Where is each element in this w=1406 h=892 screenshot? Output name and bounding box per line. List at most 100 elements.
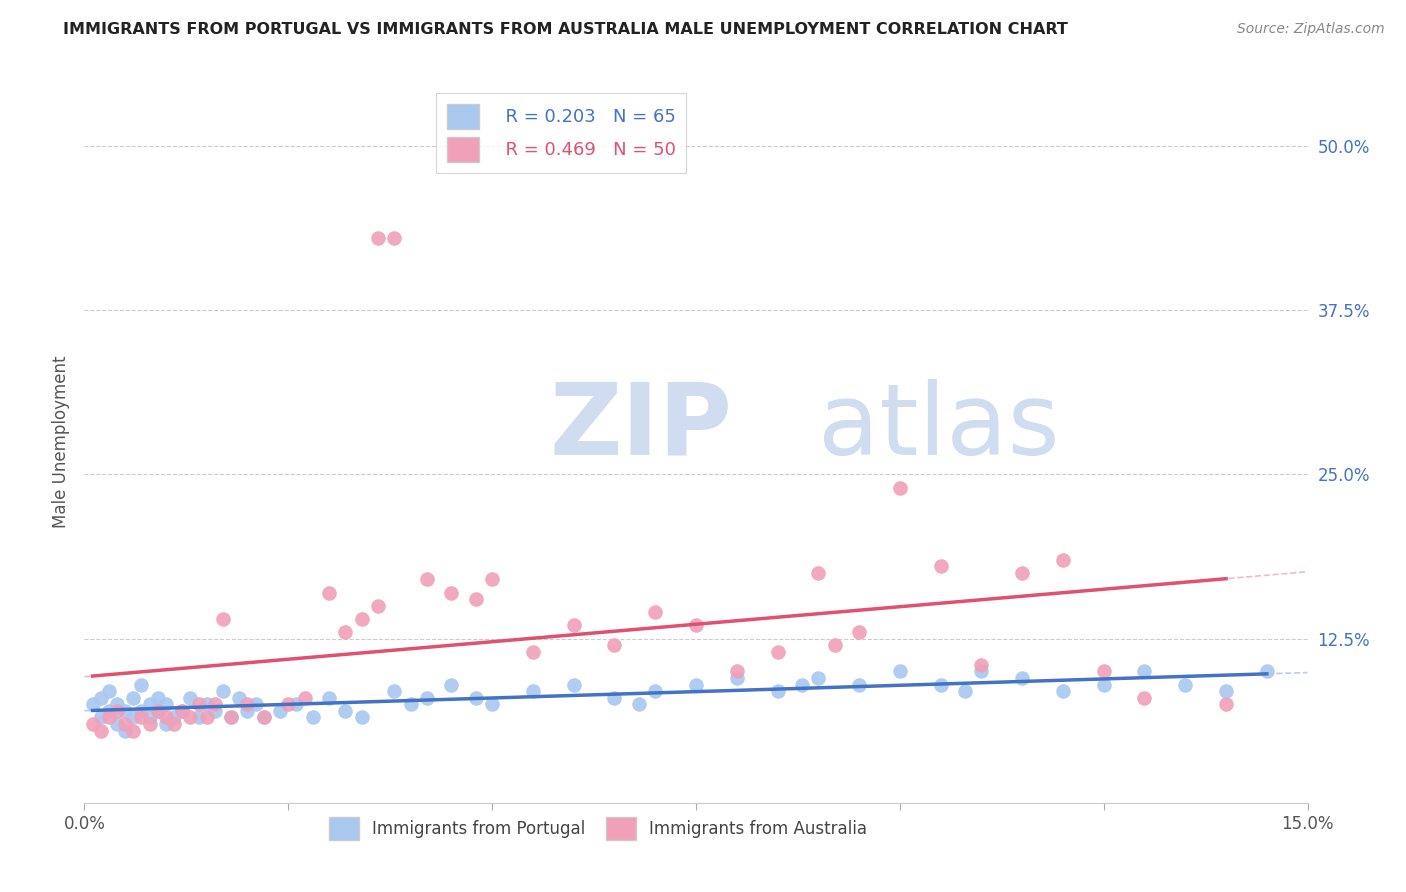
Point: [481, 698, 503, 712]
Point: [236, 698, 259, 712]
Point: [1256, 665, 1278, 679]
Point: [97, 684, 120, 698]
Point: [1011, 671, 1033, 685]
Point: [172, 704, 194, 718]
Point: [1092, 677, 1115, 691]
Text: atlas: atlas: [818, 378, 1060, 475]
Point: [335, 625, 357, 640]
Point: [90, 690, 112, 705]
Point: [301, 710, 323, 724]
Point: [90, 710, 112, 724]
Point: [105, 698, 128, 712]
Point: [219, 710, 242, 724]
Point: [228, 690, 250, 705]
Point: [970, 657, 993, 672]
Point: [236, 704, 259, 718]
Point: [122, 710, 145, 724]
Point: [138, 710, 160, 724]
Point: [114, 723, 136, 738]
Point: [889, 481, 911, 495]
Point: [766, 684, 789, 698]
Point: [562, 618, 585, 632]
Point: [367, 231, 389, 245]
Point: [399, 698, 422, 712]
Point: [179, 690, 201, 705]
Point: [187, 710, 209, 724]
Point: [790, 677, 813, 691]
Point: [155, 710, 177, 724]
Point: [970, 665, 993, 679]
Point: [725, 671, 748, 685]
Point: [464, 690, 486, 705]
Point: [335, 704, 357, 718]
Point: [155, 717, 177, 731]
Point: [179, 710, 201, 724]
Point: [172, 704, 194, 718]
Point: [848, 677, 870, 691]
Point: [440, 585, 463, 599]
Point: [481, 573, 503, 587]
Point: [163, 717, 186, 731]
Point: [953, 684, 976, 698]
Point: [848, 625, 870, 640]
Point: [1215, 684, 1237, 698]
Point: [146, 690, 169, 705]
Point: [685, 677, 707, 691]
Point: [1052, 553, 1074, 567]
Point: [522, 645, 544, 659]
Point: [163, 710, 186, 724]
Point: [204, 698, 226, 712]
Point: [122, 723, 145, 738]
Point: [82, 698, 104, 712]
Text: ZIP: ZIP: [550, 378, 733, 475]
Point: [105, 717, 128, 731]
Point: [187, 698, 209, 712]
Point: [416, 573, 439, 587]
Point: [245, 698, 267, 712]
Point: [685, 618, 707, 632]
Point: [627, 698, 650, 712]
Point: [603, 638, 626, 652]
Point: [807, 671, 830, 685]
Point: [195, 710, 218, 724]
Point: [1133, 665, 1156, 679]
Point: [204, 704, 226, 718]
Point: [155, 698, 177, 712]
Point: [1052, 684, 1074, 698]
Point: [146, 704, 169, 718]
Point: [562, 677, 585, 691]
Point: [382, 231, 405, 245]
Point: [277, 698, 299, 712]
Point: [766, 645, 789, 659]
Point: [114, 717, 136, 731]
Point: [138, 698, 160, 712]
Point: [195, 698, 218, 712]
Point: [350, 710, 373, 724]
Point: [285, 698, 308, 712]
Point: [146, 704, 169, 718]
Point: [807, 566, 830, 580]
Point: [219, 710, 242, 724]
Point: [929, 559, 952, 574]
Point: [367, 599, 389, 613]
Point: [318, 585, 340, 599]
Point: [212, 684, 235, 698]
Point: [269, 704, 291, 718]
Point: [253, 710, 276, 724]
Point: [82, 717, 104, 731]
Point: [440, 677, 463, 691]
Point: [97, 704, 120, 718]
Point: [1011, 566, 1033, 580]
Point: [350, 612, 373, 626]
Text: IMMIGRANTS FROM PORTUGAL VS IMMIGRANTS FROM AUSTRALIA MALE UNEMPLOYMENT CORRELAT: IMMIGRANTS FROM PORTUGAL VS IMMIGRANTS F…: [63, 22, 1069, 37]
Point: [824, 638, 846, 652]
Point: [131, 710, 153, 724]
Point: [318, 690, 340, 705]
Point: [131, 677, 153, 691]
Point: [105, 704, 128, 718]
Point: [1174, 677, 1197, 691]
Point: [90, 723, 112, 738]
Legend: Immigrants from Portugal, Immigrants from Australia: Immigrants from Portugal, Immigrants fro…: [321, 808, 876, 848]
Point: [138, 717, 160, 731]
Point: [929, 677, 952, 691]
